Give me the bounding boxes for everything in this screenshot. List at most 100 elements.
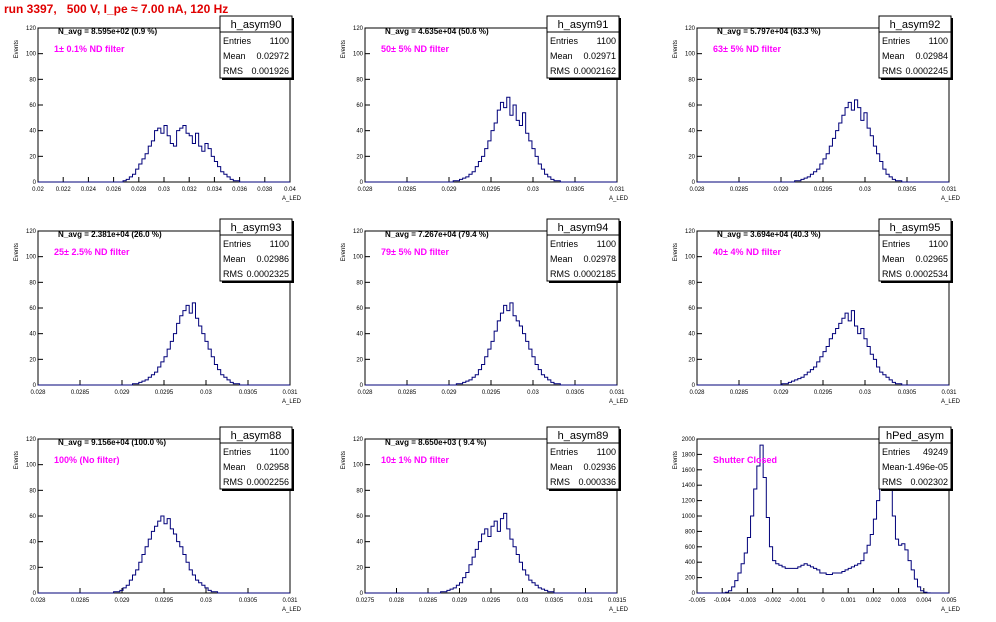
x-tick-label: 0.031 xyxy=(941,187,957,193)
x-tick-label: 0.0305 xyxy=(239,598,258,604)
x-tick-label: 0.0295 xyxy=(482,598,501,604)
stats-shadow xyxy=(881,489,953,491)
histogram-line xyxy=(365,302,617,386)
x-tick-label: 0.029 xyxy=(773,390,789,396)
x-tick-label: 0.028 xyxy=(357,187,373,193)
x-tick-label: 0.036 xyxy=(232,187,248,193)
x-tick-label: -0.003 xyxy=(739,598,757,604)
x-tick-label: 0.0275 xyxy=(356,598,375,604)
y-tick-label: 0 xyxy=(360,180,364,186)
histogram-panel: 0 20 40 60 80 100 120 Events 0.028 0.0285 0.029 0.0… xyxy=(341,218,629,405)
x-tick-label: 0.04 xyxy=(284,187,296,193)
y-tick-label: 60 xyxy=(29,514,36,520)
histogram-name: h_asym90 xyxy=(231,19,282,31)
x-tick-label: 0.031 xyxy=(609,390,625,396)
y-tick-label: 0 xyxy=(360,591,364,597)
y-tick-label: 0 xyxy=(33,591,37,597)
x-tick-label: 0.001 xyxy=(841,598,857,604)
y-tick-label: 100 xyxy=(353,255,364,261)
x-tick-label: 0.0295 xyxy=(155,390,174,396)
y-tick-label: 0 xyxy=(692,383,696,389)
stats-label: Entries xyxy=(223,239,252,249)
filter-annotation: 25± 2.5% ND filter xyxy=(54,247,130,257)
y-axis-label: Events xyxy=(14,243,20,261)
histogram-panel: 0 20 40 60 80 100 120 Events 0.028 0.0285 0.029 0.0… xyxy=(673,15,961,202)
x-tick-label: 0.029 xyxy=(773,187,789,193)
y-tick-label: 80 xyxy=(29,488,36,494)
stats-label: Mean xyxy=(882,462,905,472)
y-tick-label: 1600 xyxy=(682,468,696,474)
filter-annotation: 50± 5% ND filter xyxy=(381,44,449,54)
y-tick-label: 40 xyxy=(29,332,36,338)
histogram-name: h_asym88 xyxy=(231,430,282,442)
x-tick-label: 0.029 xyxy=(114,598,130,604)
x-tick-label: 0.032 xyxy=(182,187,198,193)
y-tick-label: 100 xyxy=(26,463,37,469)
stats-label: Mean xyxy=(223,254,246,264)
y-axis-label: Events xyxy=(673,451,679,469)
stats-shadow xyxy=(951,221,953,283)
x-tick-label: 0.0305 xyxy=(545,598,564,604)
x-tick-label: 0.031 xyxy=(282,390,298,396)
x-tick-label: 0.034 xyxy=(207,187,223,193)
x-tick-label: 0.03 xyxy=(859,390,871,396)
histogram-panel: 0 20 40 60 80 100 120 Events 0.02 0.022 0.024 0.026… xyxy=(14,15,302,202)
x-tick-label: 0.028 xyxy=(30,390,46,396)
x-tick-label: -0.005 xyxy=(688,598,706,604)
x-tick-label: 0.0295 xyxy=(814,187,833,193)
x-tick-label: 0.03 xyxy=(517,598,529,604)
stats-label: RMS xyxy=(882,269,902,279)
x-tick-label: 0.0305 xyxy=(898,187,917,193)
x-tick-label: 0.031 xyxy=(941,390,957,396)
stats-label: Entries xyxy=(223,447,252,457)
stats-label: Mean xyxy=(882,254,905,264)
y-tick-label: 1000 xyxy=(682,514,696,520)
y-tick-label: 60 xyxy=(688,306,695,312)
y-tick-label: 120 xyxy=(353,26,364,32)
stats-box xyxy=(546,15,620,79)
y-tick-label: 800 xyxy=(685,529,696,535)
stats-label: RMS xyxy=(550,66,570,76)
x-tick-label: 0.028 xyxy=(30,598,46,604)
stats-value: 0.0002534 xyxy=(905,269,948,279)
stats-shadow xyxy=(951,429,953,491)
x-tick-label: 0.0305 xyxy=(566,390,585,396)
x-tick-label: 0.03 xyxy=(859,187,871,193)
stats-value: 0.02972 xyxy=(256,51,289,61)
histogram-line xyxy=(38,515,290,594)
y-tick-label: 60 xyxy=(356,103,363,109)
stats-shadow xyxy=(292,429,294,491)
x-tick-label: 0.0285 xyxy=(71,598,90,604)
y-tick-label: 120 xyxy=(26,26,37,32)
navg-label: N_avg = 4.635e+04 (50.6 %) xyxy=(385,27,489,36)
stats-label: RMS xyxy=(223,269,243,279)
stats-label: RMS xyxy=(550,477,570,487)
y-tick-label: 120 xyxy=(353,437,364,443)
x-tick-label: 0.022 xyxy=(56,187,72,193)
x-tick-label: 0 xyxy=(821,598,825,604)
stats-box xyxy=(219,15,293,79)
histogram-line xyxy=(365,96,617,183)
x-axis-label: A_LED xyxy=(941,196,961,202)
y-tick-label: 80 xyxy=(356,77,363,83)
stats-label: Entries xyxy=(550,239,579,249)
y-tick-label: 120 xyxy=(353,229,364,235)
y-tick-label: 120 xyxy=(26,229,37,235)
y-tick-label: 40 xyxy=(29,129,36,135)
stats-label: Entries xyxy=(882,239,911,249)
y-axis-label: Events xyxy=(341,451,347,469)
x-tick-label: 0.0295 xyxy=(482,390,501,396)
stats-shadow xyxy=(222,78,294,80)
stats-label: RMS xyxy=(882,66,902,76)
y-axis-label: Events xyxy=(14,40,20,58)
stats-shadow xyxy=(292,221,294,283)
x-tick-label: 0.0285 xyxy=(730,187,749,193)
x-axis-label: A_LED xyxy=(609,607,629,613)
stats-value: 0.000336 xyxy=(578,477,616,487)
stats-label: Entries xyxy=(550,36,579,46)
y-tick-label: 20 xyxy=(29,565,36,571)
stats-label: Entries xyxy=(550,447,579,457)
y-tick-label: 120 xyxy=(26,437,37,443)
x-tick-label: -0.001 xyxy=(789,598,807,604)
